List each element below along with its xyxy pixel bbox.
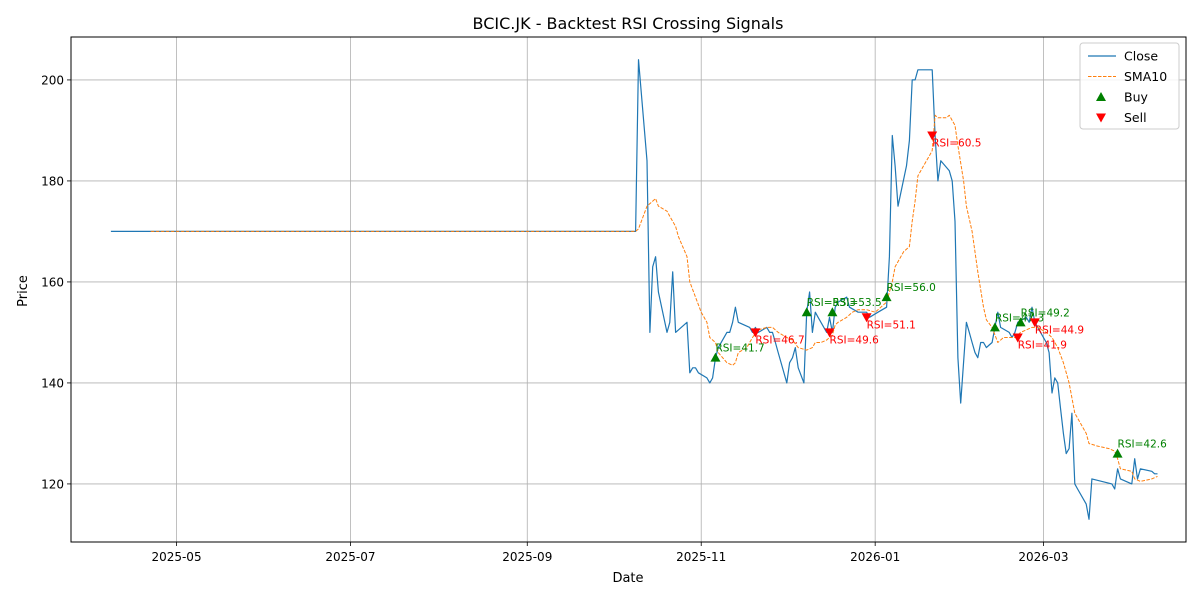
series-line-close [110,59,1158,520]
plot-frame [70,36,1187,543]
sell-signal-label: RSI=46.7 [755,334,804,346]
y-tick-label: 140 [41,376,64,390]
buy-signal-marker [710,352,721,362]
sell-signal-marker [824,328,835,338]
sell-signal-label: RSI=51.1 [867,319,916,331]
sell-signal-label: RSI=49.6 [830,334,880,346]
y-tick-label: 200 [41,73,64,87]
x-tick-label: 2026-01 [850,550,900,564]
y-tick-label: 120 [41,477,64,491]
buy-signal-marker [801,307,812,317]
buy-signal-marker [881,292,892,302]
sell-signal-marker [861,313,872,323]
x-axis-label: Date [612,571,643,586]
chart-title: BCIC.JK - Backtest RSI Crossing Signals [473,14,784,33]
y-axis-label: Price [16,275,31,307]
tick-layer: 2025-05 2025-07 2025-09 2025-11 2026-01 2026-… [41,73,1068,564]
buy-signal-label: RSI=53.5 [832,297,881,309]
buy-signal-marker [1112,448,1123,458]
x-tick-label: 2025-11 [676,550,726,564]
series-line-sma10 [150,114,1158,482]
sell-signal-label: RSI=60.5 [932,137,981,149]
legend-box [1079,42,1180,130]
buy-signal-marker [1015,317,1026,327]
x-tick-label: 2025-05 [151,550,201,564]
legend-label-buy: Buy [1124,90,1148,105]
series-layer [110,59,1158,520]
y-tick-label: 160 [41,275,64,289]
buy-signal-label: RSI=53.3 [807,297,856,309]
x-tick-label: 2025-09 [502,550,552,564]
sell-signal-label: RSI=44.9 [1035,324,1084,336]
buy-signal-label: RSI=41.7 [715,343,764,355]
legend-swatch-buy [1096,92,1106,101]
x-tick-label: 2025-07 [325,550,375,564]
sell-signal-marker [1029,318,1040,328]
legend: Close SMA10 Buy Sell [1079,42,1180,130]
legend-label-sell: Sell [1124,110,1147,125]
sell-signal-marker [750,328,761,338]
buy-signal-label: RSI=56.0 [887,282,936,294]
buy-signal-label: RSI=42.6 [1118,439,1168,451]
buy-signal-label: RSI=49.2 [1021,307,1070,319]
legend-swatch-sell [1096,113,1106,123]
signal-layer: RSI=41.7RSI=53.3RSI=53.5RSI=56.0RSI=47.3… [710,131,1168,458]
sell-signal-label: RSI=41.9 [1018,339,1067,351]
x-tick-label: 2026-03 [1018,550,1068,564]
sell-signal-marker [927,131,938,141]
buy-signal-marker [827,307,838,317]
sell-signal-marker [1012,333,1023,343]
legend-label-close: Close [1124,49,1158,64]
y-tick-label: 180 [41,174,64,188]
grid-layer [71,37,1186,542]
legend-label-sma10: SMA10 [1124,69,1167,84]
buy-signal-marker [989,322,1000,332]
